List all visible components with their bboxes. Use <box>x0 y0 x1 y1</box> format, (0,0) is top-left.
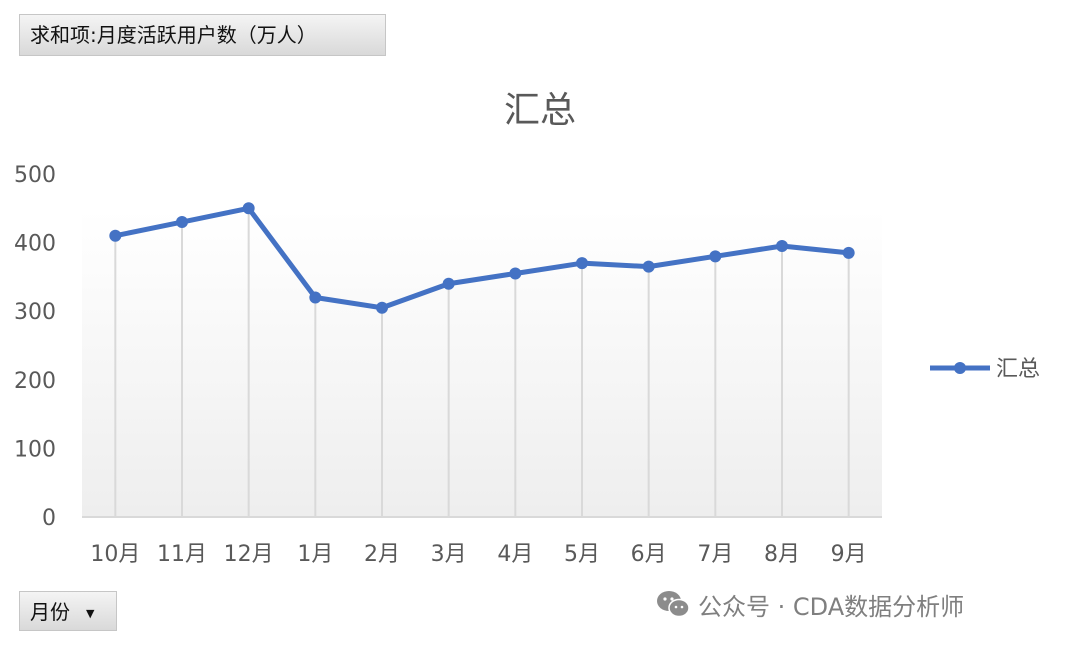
value-field-label: 求和项:月度活跃用户数（万人） <box>30 23 317 47</box>
watermark: 公众号 · CDA数据分析师 <box>656 586 964 622</box>
data-point <box>242 202 255 215</box>
y-tick-label: 0 <box>42 506 56 531</box>
data-point <box>109 229 122 242</box>
x-tick-label: 7月 <box>697 542 733 567</box>
x-tick-label: 4月 <box>497 542 533 567</box>
y-tick-label: 100 <box>14 437 56 462</box>
data-point <box>176 216 188 229</box>
x-tick-label: 12月 <box>224 542 274 567</box>
value-field-button[interactable]: 求和项:月度活跃用户数（万人） <box>19 14 386 56</box>
x-tick-label: 5月 <box>564 542 600 567</box>
y-tick-label: 500 <box>14 163 56 188</box>
wechat-icon <box>657 591 690 618</box>
data-point <box>842 246 855 259</box>
legend[interactable]: 汇总 <box>930 357 1040 382</box>
x-tick-label: 11月 <box>157 542 207 567</box>
legend-marker <box>954 362 966 374</box>
data-point <box>376 301 388 314</box>
month-field-label: 月份 <box>30 600 70 624</box>
x-tick-label: 2月 <box>364 542 400 567</box>
month-field-button[interactable]: 月份 ▼ <box>19 591 117 631</box>
y-tick-label: 300 <box>14 300 56 325</box>
plot-area-background <box>82 210 882 517</box>
data-point <box>576 257 588 270</box>
data-point <box>776 240 788 253</box>
series-line <box>112 205 852 311</box>
x-tick-label: 9月 <box>831 542 867 567</box>
x-tick-label: 3月 <box>431 542 467 567</box>
dropdown-arrow-icon: ▼ <box>86 606 95 620</box>
data-point <box>442 277 455 290</box>
watermark-text: 公众号 · CDA数据分析师 <box>698 592 965 621</box>
data-point <box>509 267 522 280</box>
data-point <box>642 260 655 273</box>
chart-title: 汇总 <box>504 90 576 131</box>
y-tick-label: 200 <box>14 369 56 394</box>
legend-label: 汇总 <box>996 357 1040 382</box>
x-tick-label: 10月 <box>90 542 140 567</box>
data-point <box>709 250 722 263</box>
x-tick-label: 6月 <box>631 542 667 567</box>
x-tick-label: 1月 <box>297 542 333 567</box>
data-point <box>309 291 322 304</box>
x-tick-label: 8月 <box>764 542 800 567</box>
y-tick-label: 400 <box>14 232 56 257</box>
